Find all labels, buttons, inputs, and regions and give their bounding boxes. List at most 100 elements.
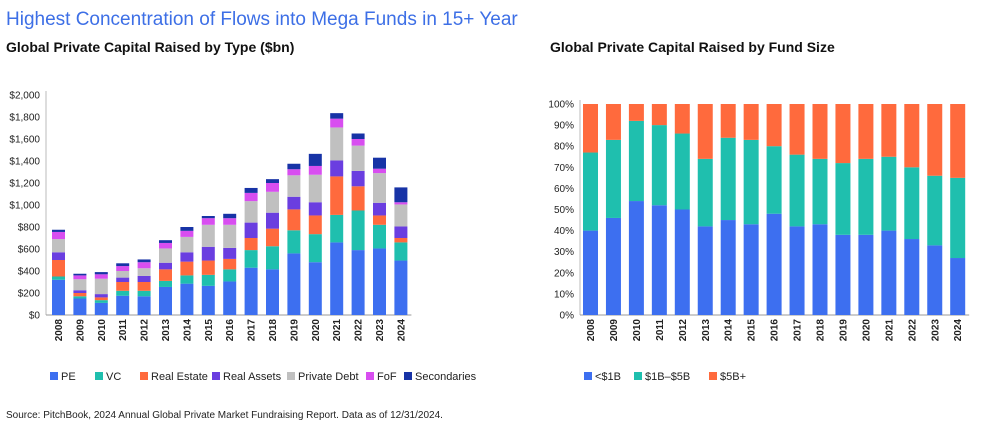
x-tick-label: 2018 [268, 319, 279, 342]
bar-segment [116, 295, 130, 315]
bar-segment [94, 302, 108, 315]
x-tick-label: 2010 [632, 319, 643, 342]
bar-segment [159, 248, 172, 263]
bar-segment [223, 269, 237, 282]
bar-segment [351, 170, 365, 187]
bar-segment [927, 175, 943, 246]
bar-segment [244, 187, 258, 193]
bar-segment [287, 163, 301, 170]
bar-segment [858, 104, 874, 159]
bar-segment [287, 209, 301, 231]
bar-segment [159, 280, 172, 287]
y-tick-label: 50% [554, 205, 574, 216]
legend-label: Real Assets [223, 371, 282, 383]
x-tick-label: 2018 [816, 319, 827, 342]
y-tick-label: $1,600 [9, 135, 40, 146]
y-tick-label: 80% [554, 142, 574, 153]
bar-segment [223, 213, 237, 219]
bar-segment [287, 169, 301, 176]
bar-segment [244, 267, 258, 315]
y-tick-label: $1,000 [9, 201, 40, 212]
bar-segment [223, 224, 237, 248]
bar-segment [950, 258, 966, 315]
bar-segment [116, 266, 130, 271]
bar-segment [373, 215, 386, 225]
x-tick-label: 2021 [332, 319, 343, 342]
bar-segment [137, 262, 151, 269]
legend-swatch [95, 372, 103, 380]
x-tick-label: 2008 [586, 319, 597, 342]
bar-segment [651, 125, 667, 206]
bar-segment [904, 104, 920, 168]
bar-segment [743, 139, 759, 225]
bar-segment [73, 275, 87, 280]
bar-segment [858, 234, 874, 315]
bar-segment [812, 104, 828, 159]
bar-segment [52, 260, 65, 277]
bar-segment [835, 104, 851, 164]
x-tick-label: 2019 [289, 319, 300, 342]
bar-segment [266, 212, 279, 229]
x-tick-label: 2017 [793, 319, 804, 342]
bar-segment [351, 139, 365, 146]
x-tick-label: 2023 [930, 319, 941, 342]
bar-segment [904, 239, 920, 315]
bar-segment [674, 104, 690, 134]
bar-segment [201, 224, 215, 247]
bar-segment [223, 281, 237, 315]
bar-segment [605, 104, 621, 140]
bar-segment [394, 238, 408, 243]
chart-left-group: $0 $200 $400 $600 $800 $1,000 $1,200 $1,400 $1,6… [9, 91, 476, 384]
y-tick-label: $1,800 [9, 113, 40, 124]
legend-swatch [50, 372, 58, 380]
bar-segment [201, 218, 215, 225]
bar-segment [720, 104, 736, 138]
bar-segment [94, 278, 108, 295]
legend-label: $1B–$5B [645, 371, 690, 383]
bar-segment [116, 277, 130, 282]
x-tick-label: 2013 [161, 319, 172, 342]
bar-segment [330, 176, 344, 215]
bar-segment [116, 263, 130, 267]
bar-segment [94, 274, 108, 279]
bar-segment [330, 242, 344, 315]
bar-segment [223, 218, 237, 225]
bar-segment [116, 290, 130, 296]
legend-swatch [287, 372, 295, 380]
bar-segment [743, 104, 759, 140]
bar-segment [812, 224, 828, 315]
bar-segment [720, 137, 736, 221]
bar-segment [73, 290, 87, 293]
bar-segment [835, 234, 851, 315]
legend-label: VC [106, 371, 121, 383]
bar-segment [201, 285, 215, 315]
bar-segment [180, 236, 194, 253]
x-tick-label: 2021 [884, 319, 895, 342]
bar-segment [223, 247, 237, 259]
bar-segment [266, 246, 279, 270]
x-tick-label: 2013 [701, 319, 712, 342]
bar-segment [137, 275, 151, 282]
x-tick-label: 2024 [953, 319, 964, 342]
bar-segment [244, 222, 258, 238]
bar-segment [881, 104, 897, 157]
bar-segment [373, 224, 386, 249]
bar-segment [73, 296, 87, 299]
bar-segment [180, 275, 194, 284]
bar-segment [330, 214, 344, 243]
bar-segment [351, 186, 365, 211]
bar-segment [812, 158, 828, 225]
bar-segment [137, 259, 151, 263]
bar-segment [789, 226, 805, 315]
bar-segment [697, 226, 713, 315]
x-tick-label: 2017 [247, 319, 258, 342]
bar-segment [201, 216, 215, 219]
y-tick-label: 20% [554, 268, 574, 279]
legend-label: Secondaries [415, 371, 477, 383]
bar-segment [743, 224, 759, 315]
bar-segment [858, 158, 874, 235]
legend-swatch [584, 372, 592, 380]
bar-segment [201, 246, 215, 261]
bar-segment [351, 250, 365, 315]
bar-segment [308, 165, 322, 175]
